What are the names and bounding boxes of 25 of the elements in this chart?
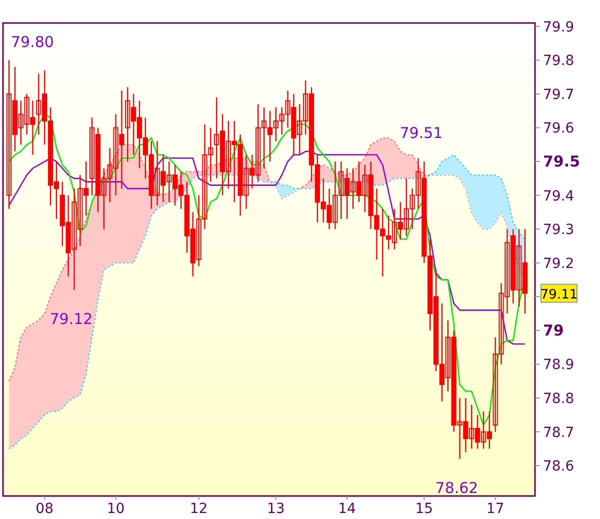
y-tick-label: 79 (543, 321, 564, 340)
y-tick-label: 78.7 (543, 424, 574, 441)
annotation: 78.62 (435, 478, 478, 497)
y-tick-label: 78.9 (543, 357, 574, 374)
y-tick-label: 79.5 (543, 152, 580, 171)
x-tick-label: 08 (36, 501, 54, 517)
x-tick-label: 12 (190, 501, 208, 517)
y-tick-label: 78.8 (543, 391, 574, 408)
y-tick-label: 79.4 (543, 188, 574, 204)
y-tick-label: 79.8 (543, 53, 574, 70)
y-tick-label: 78.6 (543, 458, 574, 475)
y-tick-label: 79.6 (543, 120, 574, 137)
annotation: 79.51 (400, 124, 443, 142)
y-tick-label: 79.7 (543, 86, 574, 103)
x-tick-label: 17 (486, 501, 504, 517)
y-tick-label: 79.2 (543, 256, 574, 272)
text: 79.11 (540, 287, 578, 302)
x-tick-label: 15 (415, 501, 434, 517)
x-tick-label: 10 (106, 501, 125, 517)
y-tick-label: 79.9 (543, 19, 574, 36)
annotation: 79.12 (50, 310, 93, 328)
x-tick-label: 13 (266, 501, 285, 517)
x-tick-label: 14 (338, 501, 356, 517)
annotation: 79.80 (11, 33, 54, 51)
y-tick-label: 79.3 (543, 222, 574, 238)
